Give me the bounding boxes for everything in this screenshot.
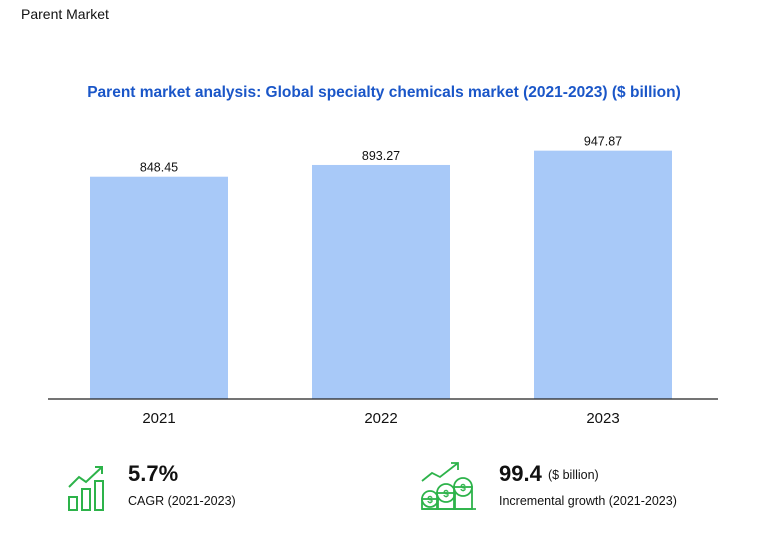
growth-unit: ($ billion) — [548, 468, 599, 482]
growth-value: 99.4 — [499, 461, 542, 486]
value-label-2022: 893.27 — [362, 149, 400, 163]
bar-growth-icon — [68, 466, 104, 511]
money-growth-icon: $ $ $ — [421, 462, 476, 510]
chart-title: Parent market analysis: Global specialty… — [87, 84, 681, 101]
cagr-value: 5.7% — [128, 461, 179, 486]
svg-text:$: $ — [443, 489, 449, 500]
bar-chart: 848.45 2021 893.27 2022 947.87 2023 — [48, 135, 718, 427]
bar-2022 — [312, 164, 450, 399]
x-tick-label-2022: 2022 — [364, 410, 397, 427]
x-tick-label-2023: 2023 — [586, 410, 619, 427]
svg-text:$: $ — [427, 495, 433, 506]
bar-2021 — [90, 176, 228, 399]
growth-label: Incremental growth (2021-2023) — [499, 494, 677, 508]
value-label-2023: 947.87 — [584, 135, 622, 149]
svg-text:$: $ — [460, 483, 466, 494]
bar-2023 — [534, 150, 672, 399]
section-title: Parent Market — [21, 6, 109, 22]
value-label-2021: 848.45 — [140, 161, 178, 175]
cagr-label: CAGR (2021-2023) — [128, 494, 236, 508]
x-tick-label-2021: 2021 — [142, 410, 175, 427]
